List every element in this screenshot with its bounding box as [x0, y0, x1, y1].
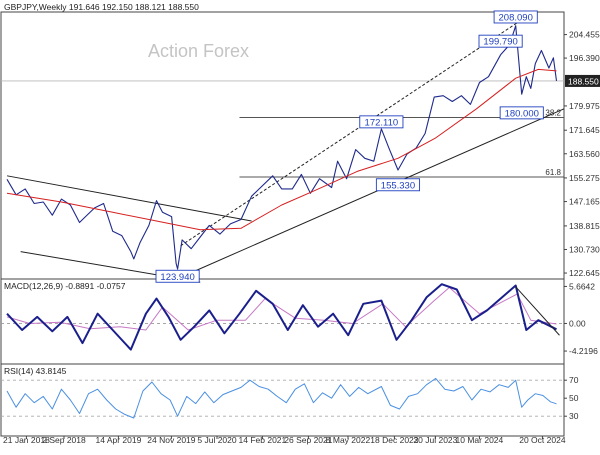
- macd-header: MACD(12,26,9) -0.8891 -0.0757: [4, 281, 126, 291]
- price-y-tick-label: 196.390: [569, 53, 600, 63]
- price-y-tick-label: 171.645: [569, 125, 600, 135]
- price-series-line: [6, 25, 558, 270]
- macd-y-tick-label: -4.2196: [569, 346, 598, 356]
- price-callout-box: [155, 269, 200, 283]
- price-y-tick-label: 130.730: [569, 244, 600, 254]
- watermark: Action Forex: [148, 41, 249, 61]
- x-tick-label: 30 Jul 2023: [413, 435, 457, 445]
- price-y-tick-label: 163.560: [569, 149, 600, 159]
- price-y-tick-label: 179.975: [569, 101, 600, 111]
- price-callout-box: [375, 178, 421, 192]
- x-tick-label: 21 Jan 2018: [3, 435, 50, 445]
- x-tick-label: 20 Oct 2024: [519, 435, 566, 445]
- price-y-tick-label: 204.455: [569, 30, 600, 40]
- moving-average-line: [6, 68, 557, 231]
- price-callout-label: 123.940: [160, 272, 194, 283]
- x-tick-label: 10 Mar 2024: [456, 435, 504, 445]
- fib-level-label: 61.8: [545, 168, 561, 177]
- x-tick-label: 5 Jul 2020: [197, 435, 236, 445]
- x-tick-label: 14 Apr 2019: [95, 435, 141, 445]
- macd-trendline: [515, 286, 560, 336]
- last-price-label: 188.550: [568, 76, 599, 86]
- price-callout-label: 208.090: [499, 12, 533, 23]
- rsi-header: RSI(14) 43.8145: [4, 366, 67, 376]
- rsi-line: [6, 377, 557, 419]
- x-tick-label: 24 Nov 2019: [147, 435, 195, 445]
- rsi-y-tick-label: 70: [569, 375, 579, 385]
- trendline-falling-channel-upper: [6, 175, 252, 222]
- macd-y-tick-label: 0.00: [569, 318, 586, 328]
- rsi-y-tick-label: 50: [569, 393, 579, 403]
- price-callout-box: [493, 10, 538, 24]
- x-tick-label: 18 Dec 2022: [370, 435, 418, 445]
- price-y-tick-label: 155.275: [569, 173, 600, 183]
- price-y-tick-label: 138.815: [569, 221, 600, 231]
- x-tick-label: 2 Sep 2018: [42, 435, 86, 445]
- price-callout-box: [499, 106, 544, 120]
- x-tick-label: 8 May 2022: [326, 435, 371, 445]
- price-callout-label: 155.330: [381, 180, 415, 191]
- x-tick-label: 26 Sep 2021: [284, 435, 332, 445]
- macd-signal-line: [6, 287, 557, 331]
- price-callout-label: 180.000: [505, 108, 539, 119]
- rsi-y-tick-label: 30: [569, 411, 579, 421]
- price-header: GBPJPY,Weekly 191.646 192.150 188.121 18…: [4, 2, 199, 12]
- trendline-rising-channel-upper: [180, 22, 518, 247]
- price-callout-box: [478, 34, 523, 48]
- price-y-tick-label: 122.645: [569, 268, 600, 278]
- x-tick-label: 14 Feb 2021: [239, 435, 287, 445]
- price-callout-box: [359, 115, 404, 129]
- last-price-tag: [565, 74, 600, 87]
- price-y-tick-label: 147.165: [569, 197, 600, 207]
- macd-line: [6, 283, 557, 351]
- macd-y-tick-label: 5.6642: [569, 281, 595, 291]
- price-callout-label: 172.110: [365, 117, 399, 128]
- price-callout-label: 199.790: [483, 37, 517, 48]
